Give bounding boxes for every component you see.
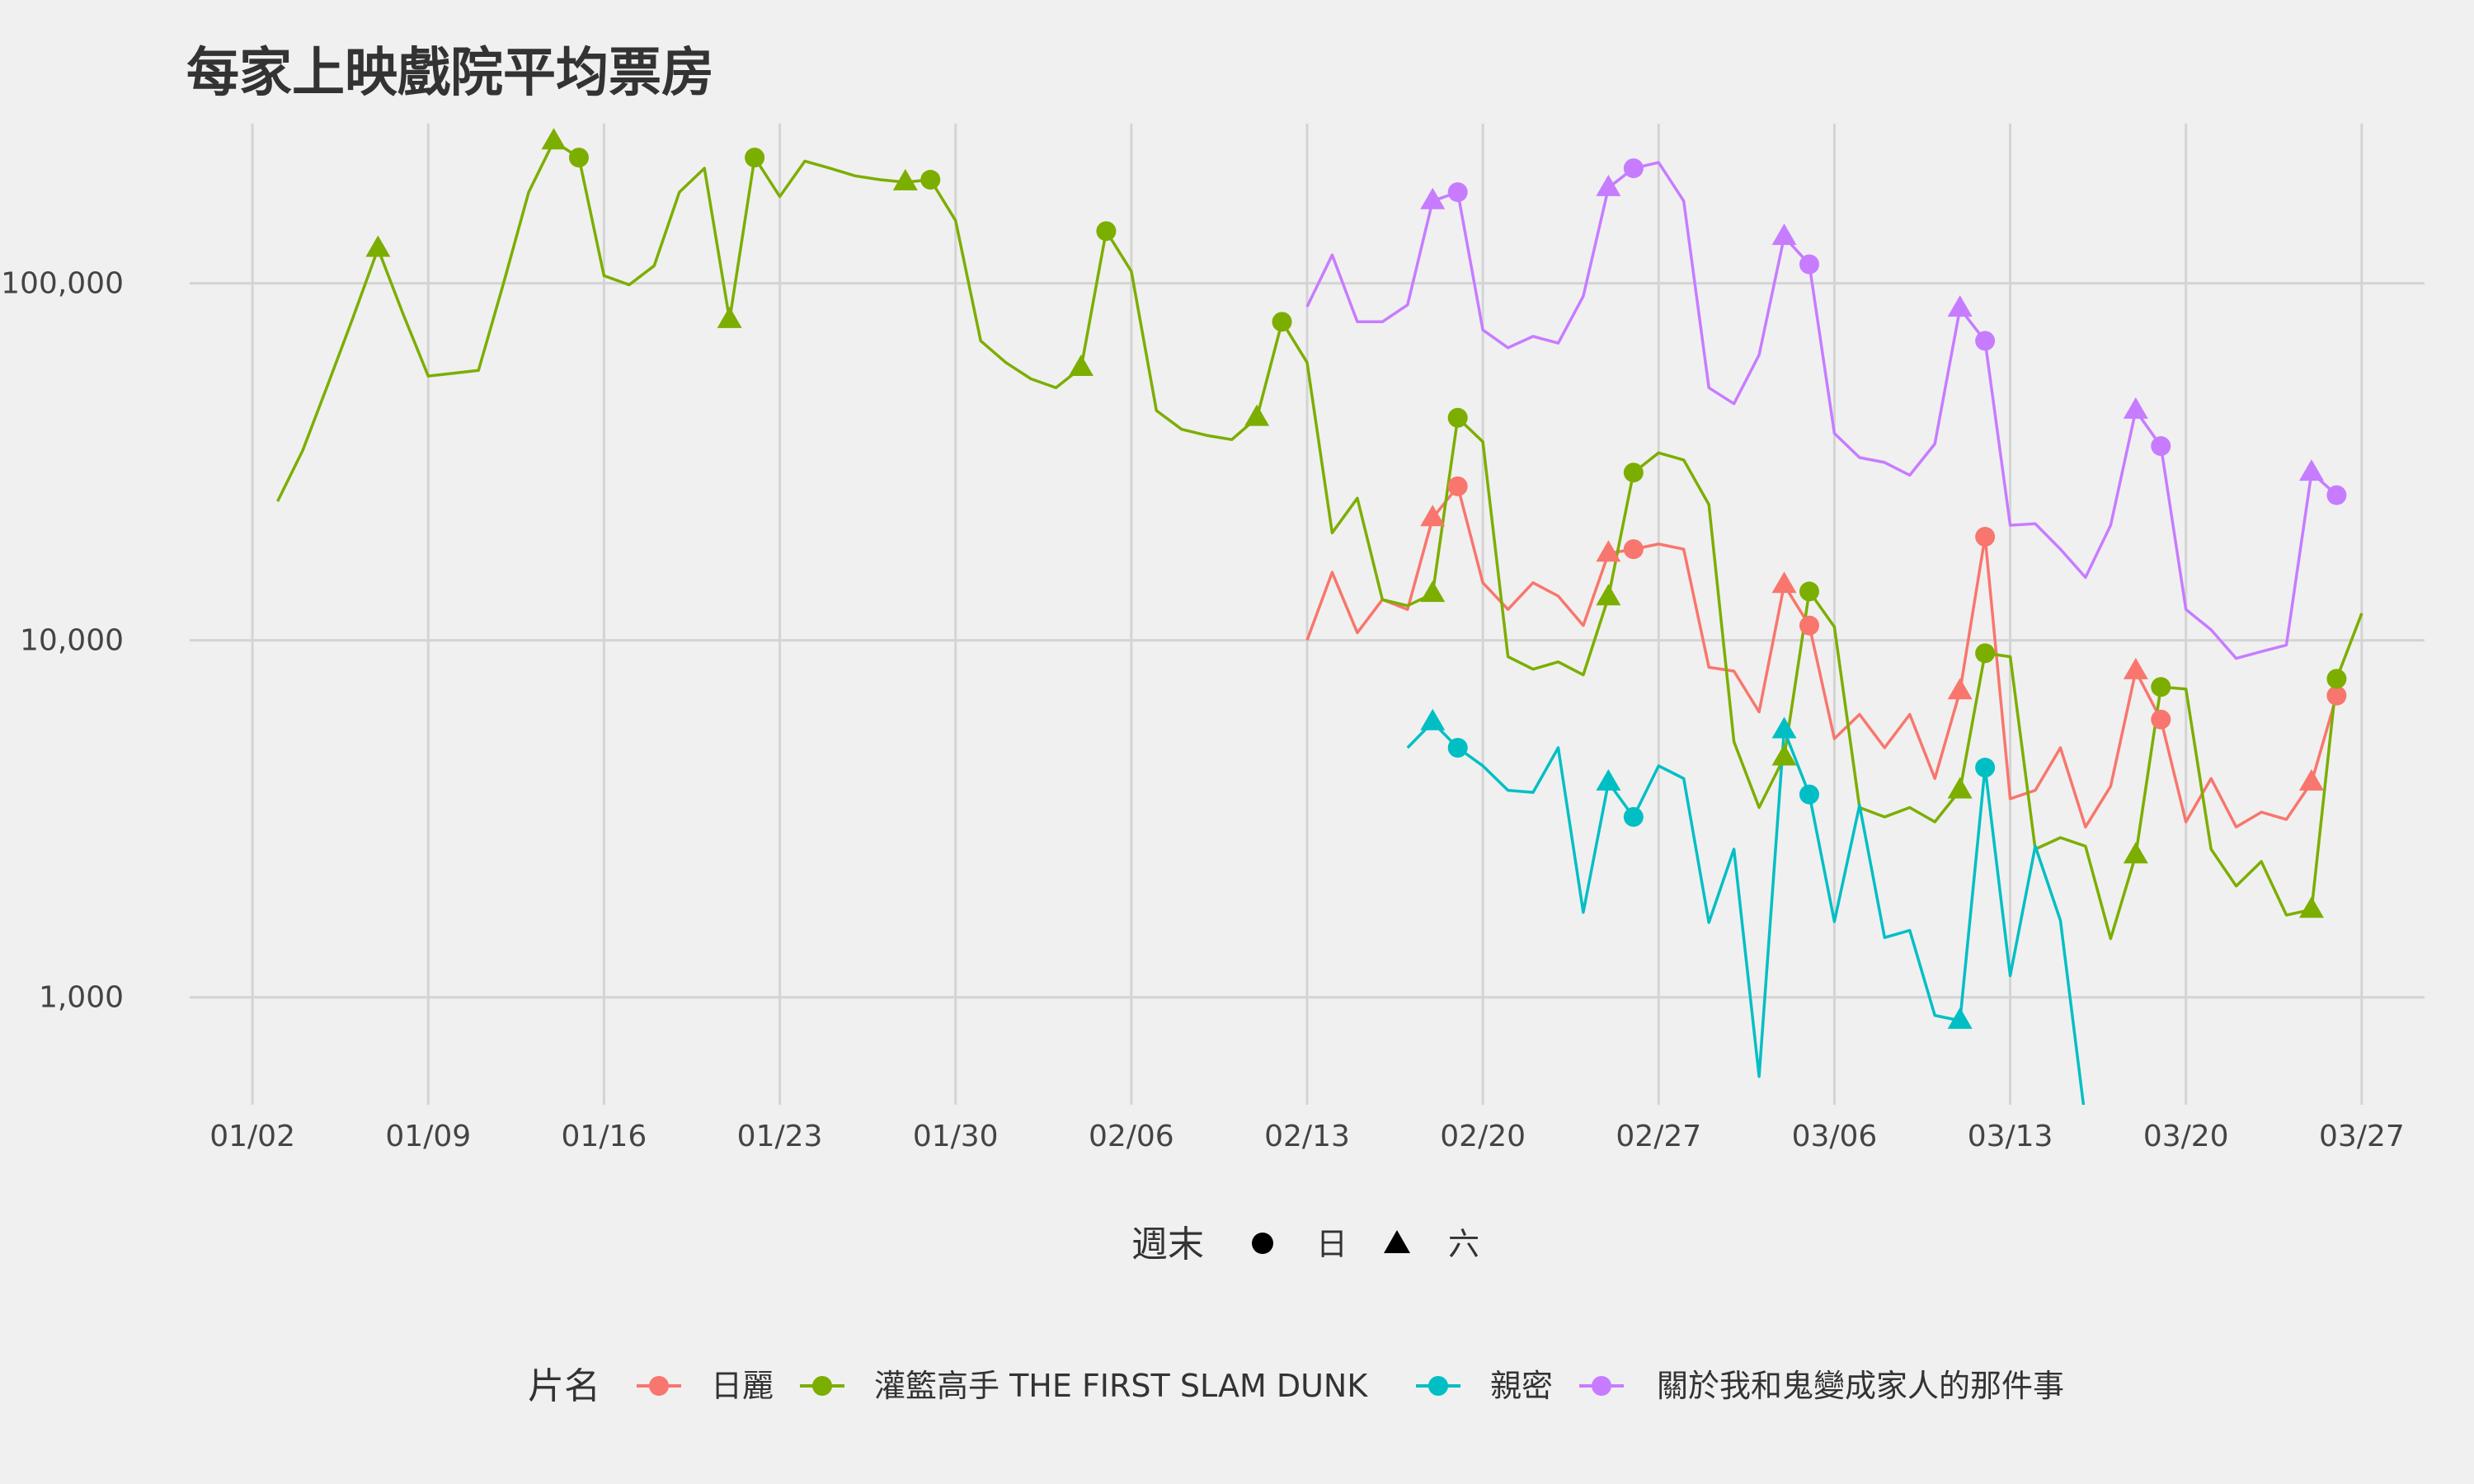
- sunday-point: [2326, 685, 2347, 706]
- saturday-point: [2123, 397, 2148, 419]
- series-line-0: [1305, 485, 2339, 829]
- sunday-point: [1975, 643, 1996, 664]
- saturday-point: [1420, 187, 1446, 209]
- x-tick-label: 03/27: [2319, 1120, 2405, 1153]
- x-tick-label: 01/09: [385, 1120, 471, 1153]
- gridlines: [190, 124, 2425, 1105]
- series-markers: [365, 128, 2347, 1029]
- sunday-point: [920, 170, 941, 190]
- saturday-point: [1771, 744, 1797, 766]
- sunday-point: [1447, 737, 1468, 758]
- sunday-point: [2326, 485, 2347, 505]
- chart-title: 每家上映戲院平均票房: [186, 43, 714, 104]
- shape-legend: 週末 日 六: [1131, 1223, 1479, 1266]
- saturday-point: [1420, 505, 1446, 527]
- sunday-point: [1799, 254, 1819, 275]
- x-tick-label: 01/30: [913, 1120, 999, 1153]
- sunday-point: [1272, 312, 1292, 332]
- legend-label-qinmi: 親密: [1490, 1368, 1553, 1404]
- x-tick-label: 03/06: [1792, 1120, 1878, 1153]
- saturday-point: [1244, 404, 1270, 426]
- legend-key-dot-qinmi: [1428, 1376, 1448, 1396]
- saturday-point: [2298, 768, 2324, 791]
- shape-legend-label-sunday: 日: [1316, 1226, 1348, 1262]
- sunday-point: [2326, 669, 2347, 689]
- legend-label-slamdunk: 灌籃高手 THE FIRST SLAM DUNK: [874, 1368, 1368, 1404]
- y-axis-ticks: 1,000 10,000 100,000: [1, 267, 124, 1015]
- plot-area: [276, 128, 2363, 1105]
- legend-label-rili: 日麗: [711, 1368, 774, 1404]
- shape-legend-label-saturday: 六: [1448, 1226, 1479, 1262]
- x-axis-ticks: 01/02 01/09 01/16 01/23 01/30 02/06 02/13 02/20…: [209, 1120, 2405, 1153]
- saturday-point: [1596, 768, 1621, 791]
- saturday-point: [1596, 540, 1621, 562]
- color-legend: 片名 日麗 灌籃高手 THE FIRST SLAM DUNK 親密 關於我和鬼變…: [528, 1365, 2064, 1407]
- sunday-point: [1799, 581, 1819, 602]
- legend-key-dot-slamdunk: [812, 1376, 832, 1396]
- x-tick-label: 02/27: [1616, 1120, 1701, 1153]
- series-lines: [276, 139, 2363, 1105]
- sunday-point: [1623, 539, 1644, 560]
- sunday-point: [2151, 709, 2171, 730]
- x-tick-label: 01/16: [562, 1120, 647, 1153]
- y-tick-label: 100,000: [1, 267, 124, 301]
- sunday-point: [1975, 527, 1996, 547]
- sunday-point: [1799, 615, 1819, 636]
- legend-triangle-icon: [1384, 1230, 1410, 1253]
- saturday-point: [717, 306, 742, 328]
- shape-legend-title: 週末: [1131, 1223, 1204, 1266]
- sunday-point: [2151, 436, 2171, 457]
- sunday-point: [1975, 331, 1996, 351]
- sunday-point: [1799, 784, 1819, 805]
- y-tick-label: 10,000: [20, 624, 124, 658]
- sunday-point: [2151, 677, 2171, 697]
- legend-key-dot-ghost: [1592, 1376, 1611, 1396]
- saturday-point: [1068, 354, 1094, 376]
- saturday-point: [1596, 584, 1621, 606]
- saturday-point: [892, 168, 918, 190]
- saturday-point: [1596, 174, 1621, 196]
- y-tick-label: 1,000: [39, 981, 124, 1015]
- x-tick-label: 02/06: [1089, 1120, 1174, 1153]
- x-tick-label: 01/23: [737, 1120, 823, 1153]
- sunday-point: [1623, 806, 1644, 827]
- x-tick-label: 03/20: [2143, 1120, 2229, 1153]
- saturday-point: [1947, 777, 1973, 799]
- x-tick-label: 02/20: [1440, 1120, 1526, 1153]
- x-tick-label: 01/02: [209, 1120, 295, 1153]
- saturday-point: [2298, 459, 2324, 481]
- saturday-point: [1771, 716, 1797, 739]
- saturday-point: [1771, 223, 1797, 246]
- series-line-1: [276, 139, 2363, 941]
- series-line-2: [1406, 721, 2086, 1105]
- saturday-point: [365, 235, 391, 257]
- x-tick-label: 02/13: [1264, 1120, 1350, 1153]
- saturday-point: [1420, 708, 1446, 730]
- saturday-point: [1771, 571, 1797, 594]
- sunday-point: [1447, 407, 1468, 428]
- saturday-point: [1947, 295, 1973, 317]
- legend-label-ghost: 關於我和鬼變成家人的那件事: [1657, 1368, 2064, 1404]
- series-line-3: [1305, 161, 2338, 660]
- saturday-point: [2123, 842, 2148, 864]
- saturday-point: [1420, 580, 1446, 603]
- sunday-point: [1975, 758, 1996, 778]
- saturday-point: [1947, 678, 1973, 700]
- sunday-point: [568, 148, 589, 168]
- sunday-point: [1096, 221, 1117, 242]
- legend-circle-icon: [1252, 1233, 1273, 1254]
- saturday-point: [541, 128, 567, 150]
- sunday-point: [1623, 158, 1644, 179]
- sunday-point: [745, 148, 765, 168]
- sunday-point: [1447, 476, 1468, 496]
- saturday-point: [2123, 657, 2148, 679]
- sunday-point: [1447, 182, 1468, 203]
- x-tick-label: 03/13: [1968, 1120, 2053, 1153]
- color-legend-title: 片名: [528, 1365, 600, 1407]
- saturday-point: [2298, 896, 2324, 918]
- legend-key-dot-rili: [649, 1376, 669, 1396]
- saturday-point: [1947, 1007, 1973, 1029]
- sunday-point: [1623, 463, 1644, 483]
